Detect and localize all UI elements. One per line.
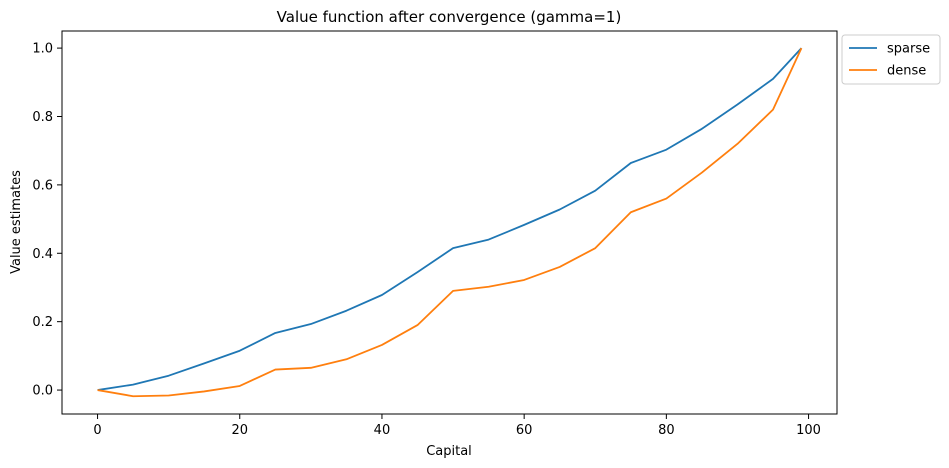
y-axis: 0.0 0.2 0.4 0.6 0.8 1.0 [32, 42, 62, 399]
x-tick-label: 60 [516, 423, 533, 438]
plot-area [61, 30, 838, 415]
y-tick-label: 0.2 [32, 315, 53, 330]
legend-label-dense: dense [887, 64, 926, 79]
x-tick-label: 20 [231, 423, 248, 438]
x-tick-label: 40 [374, 423, 391, 438]
legend-label-sparse: sparse [887, 42, 930, 57]
y-tick-label: 1.0 [32, 42, 53, 57]
x-axis-label: Capital [426, 444, 472, 459]
x-tick-label: 0 [93, 423, 101, 438]
series-line-sparse [97, 47, 803, 391]
x-tick-label: 100 [796, 423, 821, 438]
series-layer [97, 47, 803, 398]
y-tick-label: 0.0 [32, 384, 53, 399]
y-tick-label: 0.8 [32, 110, 53, 125]
series-line-dense [97, 47, 803, 398]
y-axis-label: Value estimates [9, 170, 24, 274]
chart-title: Value function after convergence (gamma=… [277, 8, 622, 26]
legend: sparse dense [841, 34, 941, 85]
y-tick-label: 0.4 [32, 247, 53, 262]
x-tick-label: 80 [658, 423, 675, 438]
y-tick-label: 0.6 [32, 178, 53, 193]
x-axis: 0 20 40 60 80 100 [93, 414, 821, 438]
